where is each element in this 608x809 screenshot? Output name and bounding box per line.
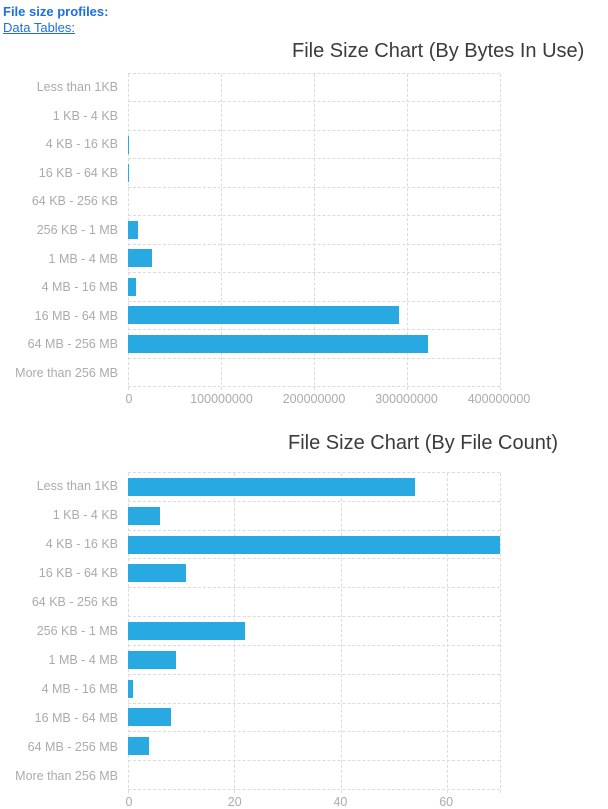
bar — [128, 249, 153, 268]
y-axis-labels: Less than 1KB 1 KB - 4 KB 4 KB - 16 KB 16 K… — [3, 73, 128, 387]
category-label: 64 KB - 256 KB — [31, 194, 118, 209]
category-label: 4 MB - 16 MB — [41, 280, 118, 295]
bar — [128, 737, 150, 756]
gridline — [221, 74, 222, 390]
category-label: 256 KB - 1 MB — [36, 223, 118, 237]
data-tables-link[interactable]: Data Tables: — [3, 20, 76, 35]
bar-row — [128, 359, 500, 386]
bar — [128, 164, 129, 183]
bar-row — [128, 732, 500, 762]
category-label: 256 KB - 1 MB — [36, 623, 118, 638]
bar-row — [128, 559, 500, 589]
bar-row — [128, 675, 500, 704]
bar-row — [128, 761, 500, 789]
category-label: 4 MB - 16 MB — [41, 681, 118, 696]
x-tick-label: 400000000 — [467, 392, 531, 406]
chart-file-count: File Size Chart (By File Count) Less than… — [3, 431, 608, 809]
bar — [128, 650, 176, 669]
chart-title: File Size Chart (By File Count) — [288, 432, 559, 454]
category-label: 64 KB - 256 KB — [31, 595, 118, 610]
plot-area — [128, 73, 501, 390]
bar-row — [128, 330, 500, 359]
bar-row — [128, 159, 500, 188]
bar-row — [128, 531, 500, 560]
x-tick-label: 0 — [125, 392, 133, 406]
category-label: 16 MB - 64 MB — [34, 710, 118, 725]
category-label: 64 MB - 256 MB — [27, 337, 118, 352]
x-axis: 0 100000000 200000000 300000000 400000000 — [125, 387, 531, 406]
bar-row — [128, 588, 500, 618]
category-label: More than 256 MB — [15, 365, 118, 380]
gridline — [340, 473, 342, 793]
category-label: 16 MB - 64 MB — [34, 308, 118, 323]
bar-row — [128, 188, 500, 217]
bar — [128, 135, 130, 154]
bar-row — [128, 74, 500, 103]
bar-row — [128, 102, 500, 131]
bar — [128, 564, 187, 583]
header: File size profiles: Data Tables: — [3, 4, 608, 37]
chart-bytes-in-use: File Size Chart (By Bytes In Use) Less th… — [3, 39, 608, 406]
page-title: File size profiles: — [3, 4, 109, 19]
x-tick-label: 60 — [439, 795, 454, 809]
bar-row — [128, 216, 500, 245]
category-label: 16 KB - 64 KB — [38, 566, 118, 581]
bar — [128, 334, 429, 353]
chart-canvas: Less than 1KB 1 KB - 4 KB 4 KB - 16 KB 16 K… — [3, 73, 608, 390]
bar — [128, 220, 139, 239]
bar-row — [128, 617, 500, 646]
bar — [128, 708, 171, 727]
gridline — [446, 473, 448, 793]
gridline — [500, 473, 501, 793]
x-tick-label: 40 — [333, 795, 348, 809]
bar-row — [128, 302, 500, 331]
x-tick-label: 200000000 — [282, 392, 346, 406]
bar — [128, 306, 399, 325]
category-label: 4 KB - 16 KB — [45, 137, 118, 152]
category-label: 1 KB - 4 KB — [52, 508, 118, 523]
gridline — [314, 74, 315, 390]
bar-row — [128, 273, 500, 302]
bar — [128, 506, 160, 525]
y-axis-labels: Less than 1KB 1 KB - 4 KB 4 KB - 16 KB 16 K… — [3, 472, 128, 790]
bar — [128, 477, 415, 496]
category-label: 1 MB - 4 MB — [48, 652, 118, 667]
chart-title: File Size Chart (By Bytes In Use) — [292, 40, 585, 62]
bar-row — [128, 473, 500, 502]
bar-row — [128, 502, 500, 531]
category-label: More than 256 MB — [15, 768, 118, 783]
category-label: Less than 1KB — [36, 80, 118, 95]
x-tick-label: 20 — [227, 795, 242, 809]
bar-row — [128, 131, 500, 160]
bar-row — [128, 704, 500, 733]
bar-row — [128, 245, 500, 274]
bar — [128, 277, 136, 296]
bar — [128, 679, 134, 698]
gridline — [407, 74, 408, 390]
category-label: 4 KB - 16 KB — [45, 537, 118, 552]
category-label: 64 MB - 256 MB — [27, 739, 118, 754]
gridline — [500, 74, 501, 390]
x-tick-label: 0 — [125, 795, 133, 809]
category-label: 1 KB - 4 KB — [52, 108, 118, 123]
category-label: 1 MB - 4 MB — [48, 251, 118, 266]
category-label: Less than 1KB — [36, 479, 118, 494]
bar — [128, 621, 245, 640]
plot-area — [128, 472, 501, 793]
x-tick-label: 300000000 — [375, 392, 438, 406]
bar-row — [128, 646, 500, 675]
x-tick-label: 100000000 — [190, 392, 253, 406]
bar — [128, 535, 500, 554]
chart-canvas: Less than 1KB 1 KB - 4 KB 4 KB - 16 KB 16 K… — [3, 472, 608, 793]
category-label: 16 KB - 64 KB — [38, 165, 118, 180]
